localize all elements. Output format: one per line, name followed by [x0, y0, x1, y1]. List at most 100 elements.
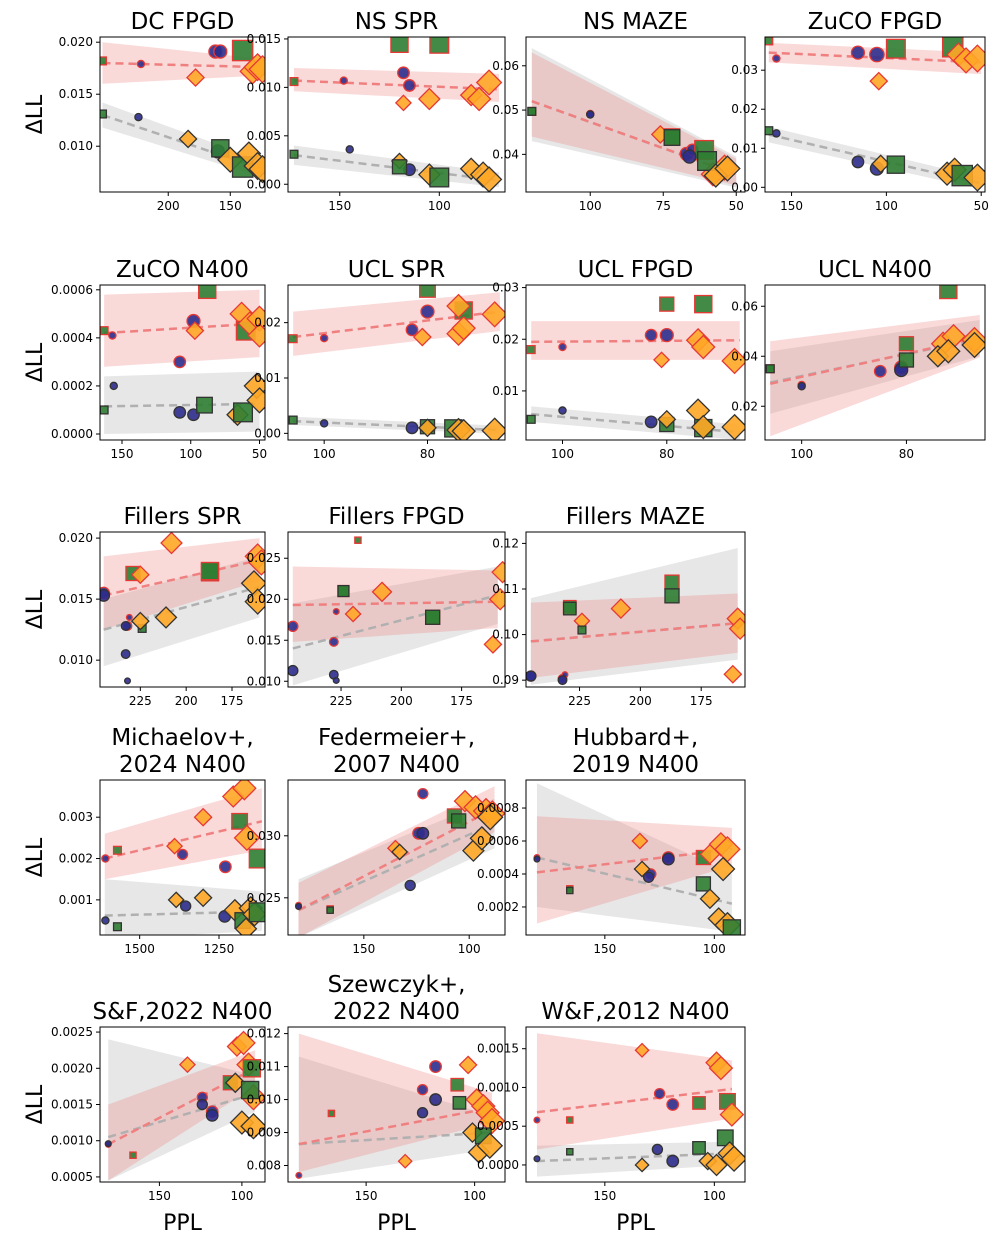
- y-tick-label: 0.0000: [51, 427, 93, 441]
- data-point-circle: [585, 110, 595, 119]
- data-point-square: [765, 37, 774, 46]
- data-point-circle: [416, 826, 430, 840]
- data-point-circle: [533, 1116, 541, 1124]
- axes-frame: [99, 36, 266, 193]
- y-tick-label: 0.09: [492, 673, 519, 687]
- plot-area: [289, 37, 503, 192]
- plot-area: [765, 285, 985, 437]
- subplot-4: 150 100 50 0.0000 0.0002 0.0004 0.0006 ZuCO N40…: [23, 257, 267, 461]
- data-point-diamond: [476, 803, 504, 831]
- axes-frame: [525, 779, 746, 936]
- y-tick-label: 0.0004: [51, 331, 93, 345]
- data-point-circle: [136, 59, 146, 69]
- data-point-diamond: [961, 331, 985, 359]
- y-tick-label: 0.010: [59, 653, 93, 667]
- data-point-square: [248, 848, 265, 869]
- data-point-square: [566, 1148, 574, 1156]
- plot-area: [526, 294, 745, 440]
- subplot-6: 100 80 0.01 0.02 0.03 UCL FPGD: [492, 257, 746, 461]
- x-tick-label: 80: [659, 447, 674, 461]
- y-tick-label: 0.011: [247, 1060, 281, 1074]
- grey-confidence-band: [536, 783, 732, 932]
- x-tick-label: 225: [330, 694, 353, 708]
- data-point-circle: [558, 406, 567, 415]
- subplot-5: 100 80 0.00 0.01 0.02 UCL SPR: [254, 257, 506, 461]
- x-tick-label: 150: [593, 1189, 616, 1203]
- x-tick-label: 50: [974, 199, 989, 213]
- y-tick-label: 0.03: [492, 281, 519, 295]
- red-confidence-band: [293, 68, 500, 102]
- subplot-title: NS SPR: [355, 9, 439, 35]
- data-point-diamond: [248, 549, 265, 576]
- data-point-circle: [557, 675, 568, 686]
- subplot-7: 100 80 0.02 0.04 0.06 UCL N400: [731, 257, 986, 461]
- grey-confidence-band: [103, 556, 260, 667]
- data-point-square: [695, 876, 712, 892]
- data-point-circle: [533, 1155, 541, 1163]
- data-point-square: [391, 159, 408, 175]
- data-point-diamond: [160, 532, 183, 555]
- y-tick-label: 0.010: [247, 674, 281, 688]
- grey-trend-line: [298, 822, 495, 912]
- data-point-diamond: [466, 86, 492, 112]
- grey-trend-line: [298, 1131, 493, 1146]
- data-point-square: [765, 126, 774, 136]
- subplot-title: 2022 N400: [333, 999, 460, 1025]
- plot-area: [288, 536, 505, 686]
- plot-area: [295, 786, 505, 935]
- x-tick-label: 100: [230, 1189, 253, 1203]
- subplot-13: 150 100 0.0002 0.0004 0.0006 0.0008 Hubbard+,2…: [477, 725, 746, 956]
- x-tick-label: 150: [352, 942, 375, 956]
- data-point-circle: [533, 855, 541, 863]
- data-point-circle: [328, 636, 339, 647]
- subplot-title: DC FPGD: [131, 9, 235, 35]
- data-point-diamond: [720, 1145, 745, 1173]
- data-point-square: [100, 56, 108, 66]
- y-tick-label: 0.020: [247, 592, 281, 606]
- red-confidence-band: [108, 1050, 256, 1181]
- grey-confidence-band: [530, 547, 738, 685]
- grey-trend-line: [768, 133, 982, 185]
- data-point-circle: [295, 902, 303, 911]
- data-point-diamond: [458, 1055, 478, 1075]
- plot-area: [288, 285, 505, 440]
- data-point-square: [231, 812, 249, 830]
- subplot-title: UCL N400: [818, 257, 932, 283]
- data-point-square: [692, 1141, 706, 1155]
- subplot-2: 100 75 50 0.04 0.05 0.06 NS MAZE: [492, 9, 746, 213]
- data-point-circle: [666, 1154, 680, 1168]
- subplot-title: W&F,2012 N400: [541, 999, 729, 1025]
- data-point-diamond: [469, 825, 495, 851]
- data-point-diamond: [178, 1056, 196, 1074]
- data-point-diamond: [483, 634, 503, 654]
- plot-area: [100, 39, 265, 184]
- data-point-diamond: [186, 68, 205, 88]
- subplot-title: UCL FPGD: [578, 257, 694, 283]
- data-point-circle: [772, 129, 781, 138]
- data-point-square: [112, 845, 123, 855]
- subplot-title: S&F,2022 N400: [92, 999, 272, 1025]
- data-point-square: [100, 405, 109, 415]
- data-point-diamond: [344, 605, 362, 623]
- x-tick-label: 80: [420, 447, 435, 461]
- plot-area: [533, 783, 742, 935]
- data-point-diamond: [478, 1107, 505, 1135]
- data-point-circle: [332, 608, 340, 616]
- y-tick-label: 0.0005: [51, 1170, 93, 1184]
- subplot-title: NS MAZE: [583, 9, 688, 35]
- axes-frame: [764, 36, 986, 193]
- x-tick-label: 150: [148, 1189, 171, 1203]
- axes-frame: [287, 1026, 506, 1183]
- data-point-circle: [101, 916, 110, 925]
- red-trend-line: [293, 79, 500, 91]
- x-tick-label: 150: [111, 447, 134, 461]
- data-point-circle: [288, 664, 299, 677]
- y-tick-label: 0.010: [247, 1093, 281, 1107]
- data-point-diamond: [446, 293, 471, 319]
- data-point-circle: [416, 1083, 429, 1096]
- data-point-circle: [319, 419, 329, 428]
- data-point-circle: [526, 670, 537, 682]
- data-point-circle: [179, 900, 192, 912]
- data-point-diamond: [481, 417, 505, 440]
- red-confidence-band: [298, 1033, 492, 1173]
